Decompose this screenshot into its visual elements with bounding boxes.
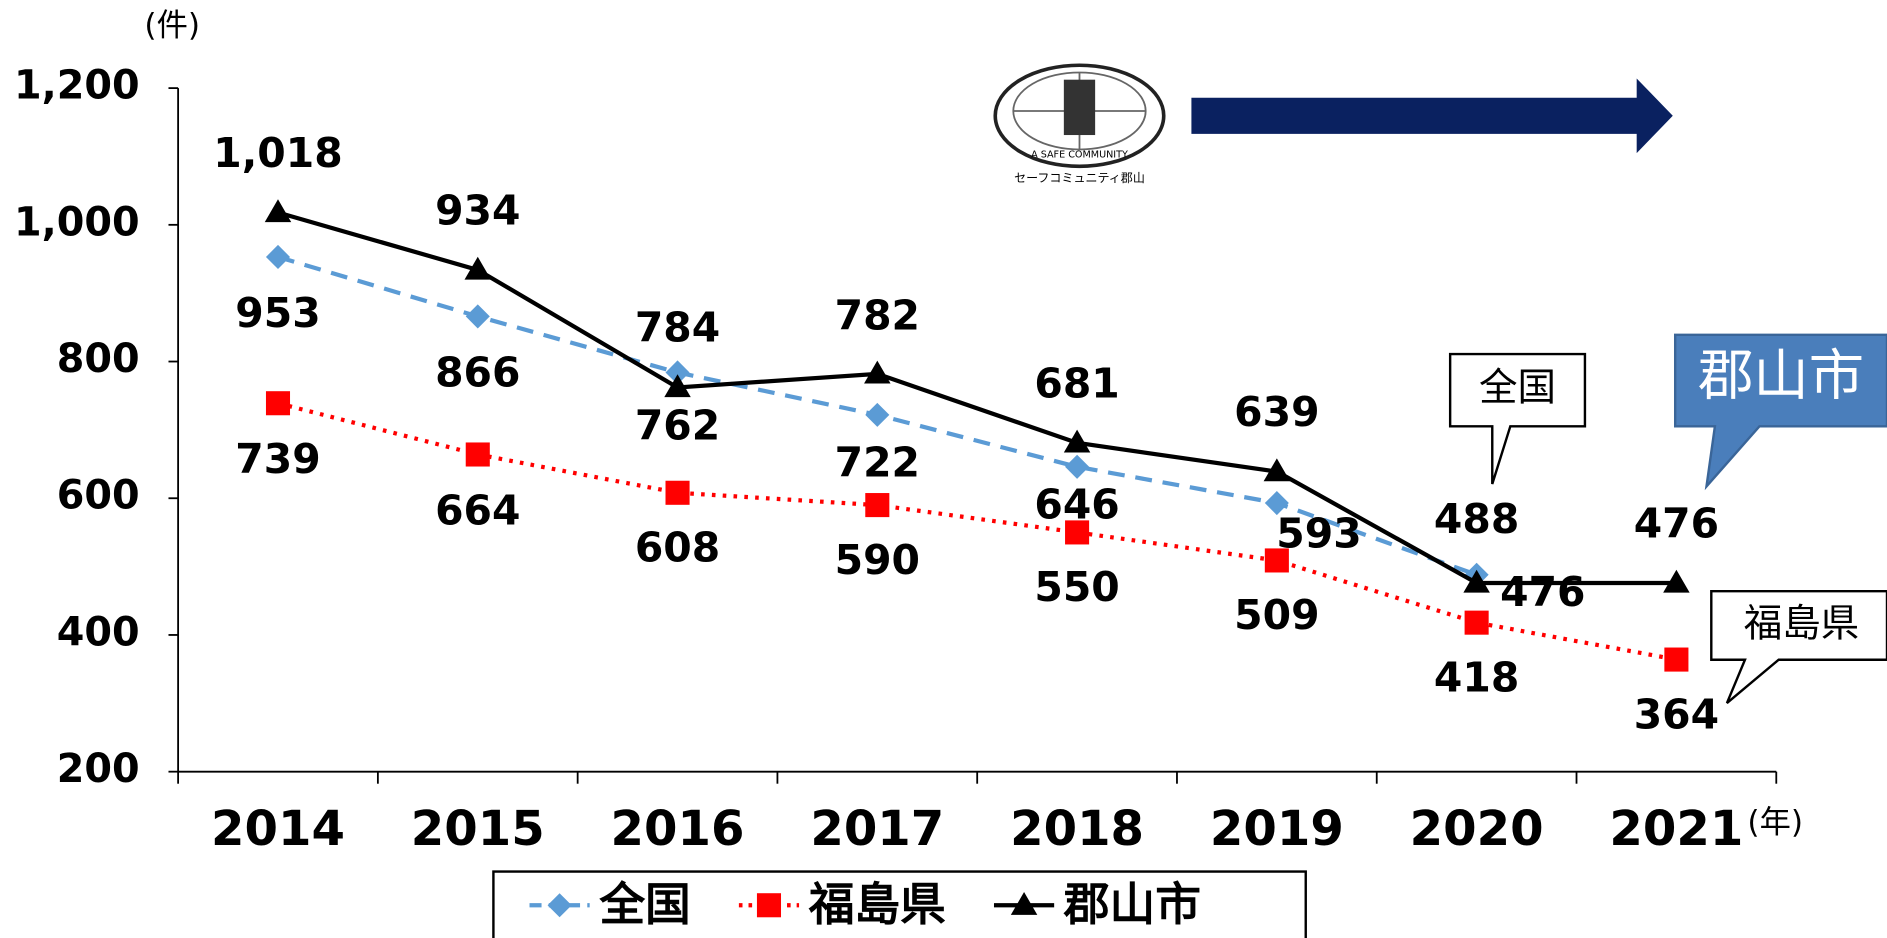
arrow	[1191, 78, 1673, 154]
marker	[1065, 520, 1090, 545]
marker	[1663, 569, 1690, 593]
logo-caption: セーフコミュニティ郡山	[1014, 171, 1145, 185]
x-tick-label: 2015	[411, 801, 545, 857]
marker	[264, 199, 292, 223]
marker	[1264, 490, 1289, 516]
callout-text: 郡山市	[1698, 344, 1864, 408]
x-tick-label: 2019	[1210, 801, 1344, 857]
data-label: 782	[835, 291, 920, 339]
y-tick-label: 1,200	[14, 63, 140, 109]
y-tick-label: 400	[57, 609, 140, 655]
marker	[465, 442, 490, 467]
data-label: 762	[635, 401, 720, 449]
x-tick-label: 2014	[211, 801, 345, 857]
callout-fukushima: 福島県	[1710, 589, 1887, 704]
callout-text: 福島県	[1744, 602, 1860, 647]
marker	[265, 244, 291, 269]
marker	[465, 304, 490, 329]
callout-text: 全国	[1479, 366, 1556, 411]
data-label: 953	[235, 289, 320, 337]
data-label: 866	[435, 348, 520, 396]
y-tick-label: 800	[57, 336, 140, 382]
legend-label: 福島県	[808, 878, 946, 931]
marker	[865, 402, 890, 427]
y-tick-label: 600	[57, 473, 140, 519]
y-tick-label: 1,000	[14, 199, 140, 245]
data-label: 488	[1434, 495, 1519, 543]
marker	[1664, 647, 1689, 672]
marker	[265, 391, 291, 416]
x-tick-label: 2021	[1609, 801, 1743, 857]
x-tick-label: 2017	[810, 801, 944, 857]
data-label: 639	[1234, 388, 1319, 436]
data-label: 608	[635, 524, 720, 572]
data-label: 476	[1500, 568, 1585, 616]
marker	[1065, 454, 1090, 479]
marker	[1264, 548, 1289, 573]
legend-marker	[756, 893, 782, 918]
legend-label: 全国	[598, 878, 690, 931]
data-label: 590	[835, 536, 920, 584]
marker	[865, 493, 890, 518]
callout-national: 全国	[1448, 352, 1587, 485]
y-tick-label: 200	[57, 746, 140, 792]
marker	[664, 374, 691, 398]
data-label: 784	[635, 303, 720, 351]
data-label: 550	[1034, 563, 1119, 611]
marker	[864, 360, 891, 384]
marker	[1063, 429, 1091, 453]
legend-marker	[1010, 892, 1038, 915]
marker	[1464, 610, 1489, 635]
x-tick-label: 2016	[611, 801, 745, 857]
data-label: 664	[435, 486, 520, 534]
data-label: 509	[1234, 591, 1319, 639]
data-label: 934	[435, 186, 520, 234]
data-label: 364	[1634, 690, 1719, 738]
logo-text: A SAFE COMMUNITY	[1031, 149, 1128, 160]
logo: A SAFE COMMUNITY セーフコミュニティ郡山	[993, 63, 1166, 185]
marker	[1463, 569, 1490, 593]
data-label: 1,018	[213, 129, 342, 177]
series-line	[277, 210, 1677, 586]
data-label: 681	[1034, 359, 1119, 407]
data-label: 593	[1276, 510, 1361, 558]
x-tick-label: 2018	[1010, 801, 1144, 857]
data-label: 739	[235, 435, 320, 483]
x-tick-label: 2020	[1410, 801, 1544, 857]
marker	[464, 256, 492, 280]
callout-box	[1710, 589, 1887, 704]
data-label: 722	[835, 438, 920, 486]
x-axis-label: (年)	[1747, 804, 1803, 840]
legend-label: 郡山市	[1063, 878, 1201, 931]
legend-box	[492, 870, 1307, 938]
data-label: 418	[1434, 653, 1519, 701]
series-line	[277, 401, 1677, 662]
y-axis-label: (件)	[144, 8, 200, 44]
marker	[1263, 458, 1291, 482]
callout-koriyama: 郡山市	[1673, 333, 1887, 491]
callout-box	[1448, 352, 1587, 485]
marker	[665, 360, 690, 385]
marker	[665, 480, 690, 505]
logo-figure	[1063, 79, 1096, 136]
data-label: 476	[1634, 499, 1719, 547]
callout-box	[1673, 333, 1887, 491]
